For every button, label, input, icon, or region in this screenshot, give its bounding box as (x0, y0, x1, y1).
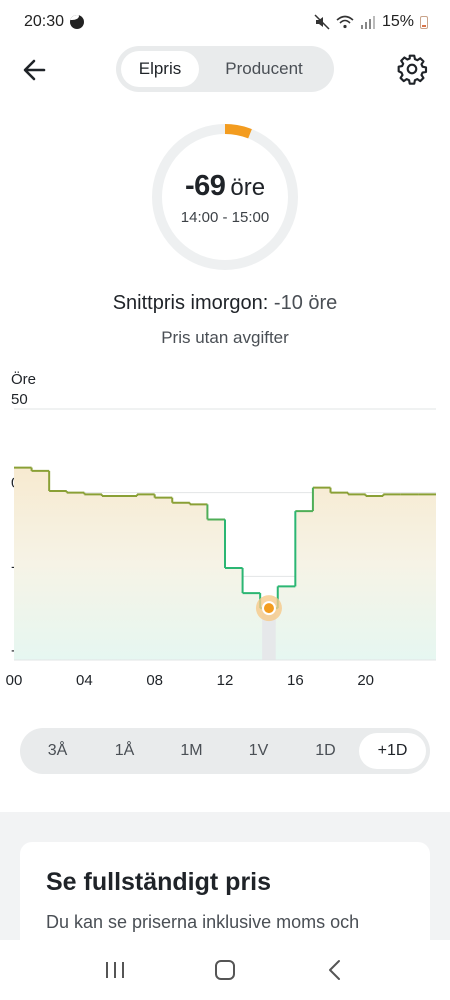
price-line: -69 öre (150, 170, 300, 203)
back-nav-button[interactable] (315, 950, 355, 990)
x-tick-label: 12 (217, 672, 234, 689)
recent-apps-icon (106, 962, 124, 978)
x-tick-label: 16 (287, 672, 304, 689)
range-button-1w[interactable]: 1V (248, 742, 269, 759)
price-time-range: 14:00 - 15:00 (180, 209, 270, 226)
range-selector: 3Å 1Å 1M 1V 1D +1D (20, 728, 430, 774)
arrow-left-icon (23, 59, 46, 81)
recent-apps-button[interactable] (95, 950, 135, 990)
average-price: Snittpris imorgon: -10 öre (0, 292, 450, 315)
status-right: 15% (314, 13, 428, 31)
do-not-disturb-icon (70, 15, 85, 29)
current-price: -69 öre 14:00 - 15:00 (150, 170, 300, 226)
system-nav-bar (0, 940, 450, 1000)
wifi-icon (336, 15, 354, 29)
tab-producent[interactable]: Producent (225, 59, 303, 78)
average-price-label: Snittpris imorgon: (112, 292, 269, 314)
battery-percent: 15% (381, 13, 414, 30)
price-unit: öre (230, 174, 266, 201)
home-button[interactable] (205, 950, 245, 990)
range-button-3y[interactable]: 3Å (47, 742, 68, 759)
range-button-1m[interactable]: 1M (180, 742, 203, 759)
status-left: 20:30 (24, 13, 85, 31)
home-icon (215, 960, 235, 980)
card-title: Se fullständigt pris (46, 868, 272, 896)
x-tick-label: 04 (76, 672, 93, 689)
y-tick-label: 50 (11, 391, 28, 408)
selected-point (261, 601, 276, 616)
battery-icon (420, 15, 428, 29)
highlight-band (262, 608, 276, 660)
price-subtitle: Pris utan avgifter (161, 328, 289, 347)
x-tick-label: 00 (6, 672, 23, 689)
chevron-left-icon (329, 960, 340, 980)
tab-elpris[interactable]: Elpris (121, 51, 199, 87)
status-bar: 20:30 15% (0, 0, 450, 44)
range-button-plus-1d[interactable]: +1D (359, 733, 426, 769)
x-tick-label: 20 (357, 672, 374, 689)
y-axis-title: Öre (11, 370, 36, 388)
mute-icon (314, 14, 330, 30)
price-gauge (152, 124, 298, 270)
settings-button[interactable] (396, 53, 428, 85)
average-price-value: -10 öre (273, 292, 338, 314)
status-time: 20:30 (24, 13, 65, 30)
range-button-1d[interactable]: 1D (315, 742, 336, 759)
gauge-progress (224, 124, 252, 139)
price-value: -69 (184, 170, 226, 202)
view-switcher: Elpris Producent (116, 46, 334, 92)
signal-icon (360, 16, 375, 29)
back-button[interactable] (20, 56, 52, 84)
gear-icon (397, 54, 428, 85)
top-bar: Elpris Producent (0, 44, 450, 96)
x-tick-label: 08 (146, 672, 163, 689)
range-button-1y[interactable]: 1Å (114, 742, 135, 759)
